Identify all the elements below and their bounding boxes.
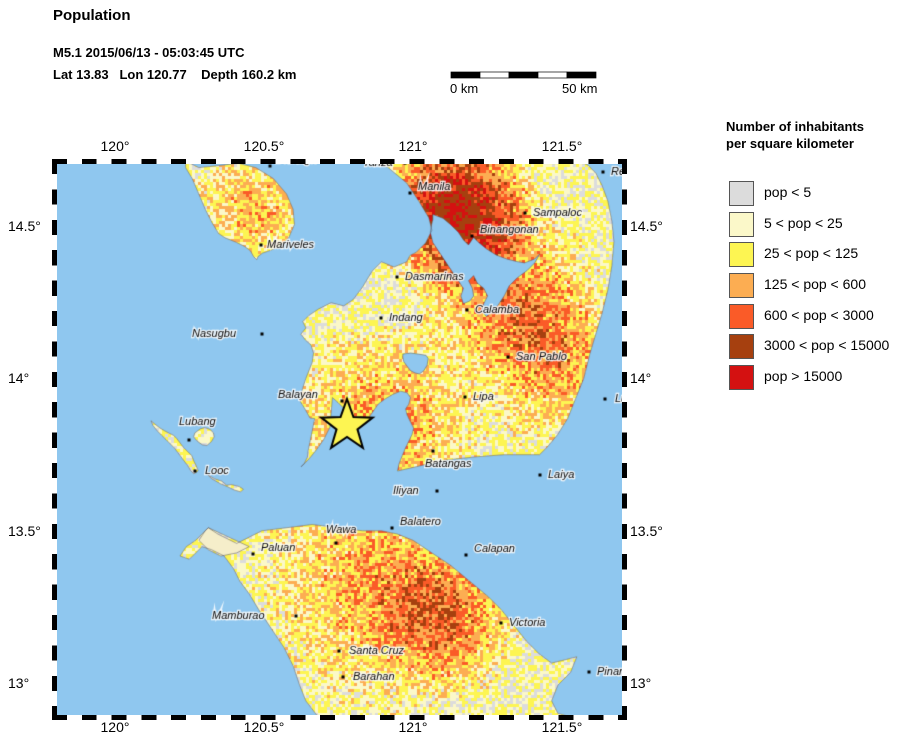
svg-text:0 km: 0 km <box>450 81 478 96</box>
svg-text:50 km: 50 km <box>562 81 597 96</box>
